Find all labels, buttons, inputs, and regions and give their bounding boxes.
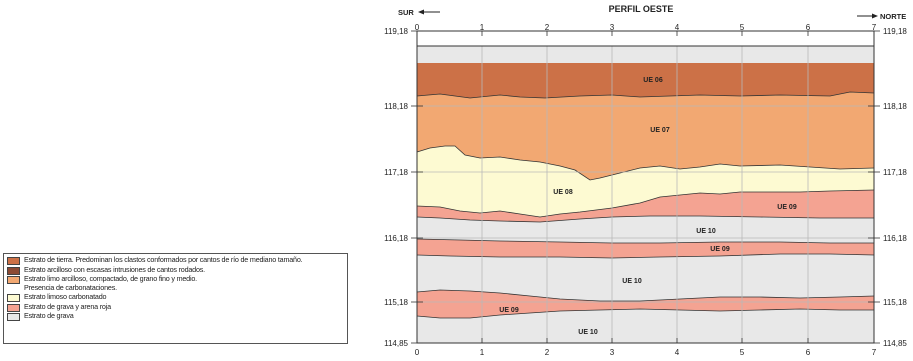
band-ue10-lower <box>417 309 874 343</box>
elevation-label-right: 114,85 <box>883 339 907 348</box>
band-ue10-middle <box>417 254 874 301</box>
strata-boundary <box>416 253 875 259</box>
top-tick-label: 2 <box>545 23 550 32</box>
band-ue10-upper <box>417 216 874 243</box>
arrow-right-icon <box>857 13 878 19</box>
legend-item: Estrato limo arcilloso, compactado, de g… <box>7 274 344 293</box>
elevation-label-right: 119,18 <box>883 27 907 36</box>
title: PERFIL OESTE <box>609 4 674 14</box>
elevation-label-left: 114,85 <box>384 339 408 348</box>
bottom-tick-label: 6 <box>806 348 811 357</box>
bottom-tick-label: 0 <box>415 348 420 357</box>
unit-label: UE 09 <box>777 204 797 211</box>
unit-label: UE 10 <box>578 329 598 336</box>
strata-boundary <box>416 91 875 99</box>
unit-label: UE 10 <box>622 278 642 285</box>
top-tick-label: 0 <box>415 23 420 32</box>
legend-swatch <box>7 266 20 275</box>
elevation-label-left: 115,18 <box>384 298 408 307</box>
legend-swatch <box>7 303 20 312</box>
bottom-tick-label: 3 <box>610 348 615 357</box>
top-tick-label: 4 <box>675 23 680 32</box>
elevation-label-left: 116,18 <box>384 234 408 243</box>
arrow-left-icon <box>418 9 440 15</box>
legend-text: Estrato de grava <box>24 311 74 321</box>
unit-label: UE 09 <box>499 307 519 314</box>
elevation-label-left: 119,18 <box>384 27 408 36</box>
band-ue08 <box>417 146 874 217</box>
legend-item: Estrato arcilloso con escasas intrusione… <box>7 264 344 276</box>
unit-labels: UE 06 UE 07 UE 08 UE 09 UE 10 UE 09 UE 10 UE 09… <box>499 77 797 336</box>
legend-text: Estrato de tierra. Predominan los clasto… <box>24 255 303 264</box>
frame <box>416 30 875 344</box>
elevation-label-right: 118,18 <box>883 102 907 111</box>
band-surface <box>417 46 874 63</box>
direction-south: SUR <box>398 8 414 17</box>
band-ue06 <box>417 63 874 98</box>
direction-north: NORTE <box>880 12 906 21</box>
bottom-tick-label: 7 <box>872 348 877 357</box>
legend-text: Estrato de grava y arena roja <box>24 301 111 311</box>
legend-swatch <box>7 276 20 285</box>
band-ue09-upper <box>417 190 874 222</box>
bottom-tick-label: 1 <box>480 348 485 357</box>
legend-item: Estrato limoso carbonatado <box>7 293 344 303</box>
legend-text: Estrato limo arcilloso, compactado, de g… <box>24 274 197 292</box>
elevation-label-right: 117,18 <box>883 168 907 177</box>
strata-boundary <box>416 238 874 244</box>
top-tick-label: 3 <box>610 23 615 32</box>
unit-label: UE 08 <box>553 189 573 196</box>
legend-item: Estrato de tierra. Predominan los clasto… <box>7 255 344 266</box>
legend: Estrato de tierra. Predominan los clasto… <box>3 253 348 344</box>
legend-item: Estrato de grava y arena roja <box>7 301 344 313</box>
top-tick-label: 5 <box>740 23 745 32</box>
axis-ticks: 0 1 2 3 4 5 6 7 0 1 2 3 4 5 6 7 119,18 119,18 118,18 118,18… <box>384 23 907 357</box>
unit-label: UE 10 <box>696 228 716 235</box>
section-frame <box>416 30 875 344</box>
elevation-label-right: 115,18 <box>883 298 907 307</box>
legend-text: Estrato limoso carbonatado <box>24 292 107 302</box>
strata-boundary <box>416 215 874 223</box>
strata-boundary <box>416 189 875 218</box>
top-tick-label: 6 <box>806 23 811 32</box>
band-ue07 <box>417 92 874 180</box>
strata-boundary <box>416 145 875 181</box>
unit-label: UE 06 <box>643 77 663 84</box>
unit-label: UE 09 <box>710 246 730 253</box>
strata-boundary <box>416 289 875 302</box>
top-tick-label: 1 <box>480 23 485 32</box>
unit-label: UE 07 <box>650 127 670 134</box>
elevation-label-left: 117,18 <box>384 168 408 177</box>
legend-item: Estrato de grava <box>7 312 344 322</box>
strata-boundary <box>416 308 874 319</box>
elevation-label-left: 118,18 <box>384 102 408 111</box>
bottom-tick-label: 2 <box>545 348 550 357</box>
legend-swatch <box>7 313 20 322</box>
bottom-tick-label: 4 <box>675 348 680 357</box>
strata-layers <box>416 46 875 343</box>
legend-swatch <box>7 294 20 303</box>
bottom-tick-label: 5 <box>740 348 745 357</box>
legend-text: Estrato arcilloso con escasas intrusione… <box>24 264 205 274</box>
top-tick-label: 7 <box>872 23 877 32</box>
elevation-label-right: 116,18 <box>883 234 907 243</box>
band-ue09-middle <box>417 239 874 258</box>
legend-swatch <box>7 257 20 265</box>
